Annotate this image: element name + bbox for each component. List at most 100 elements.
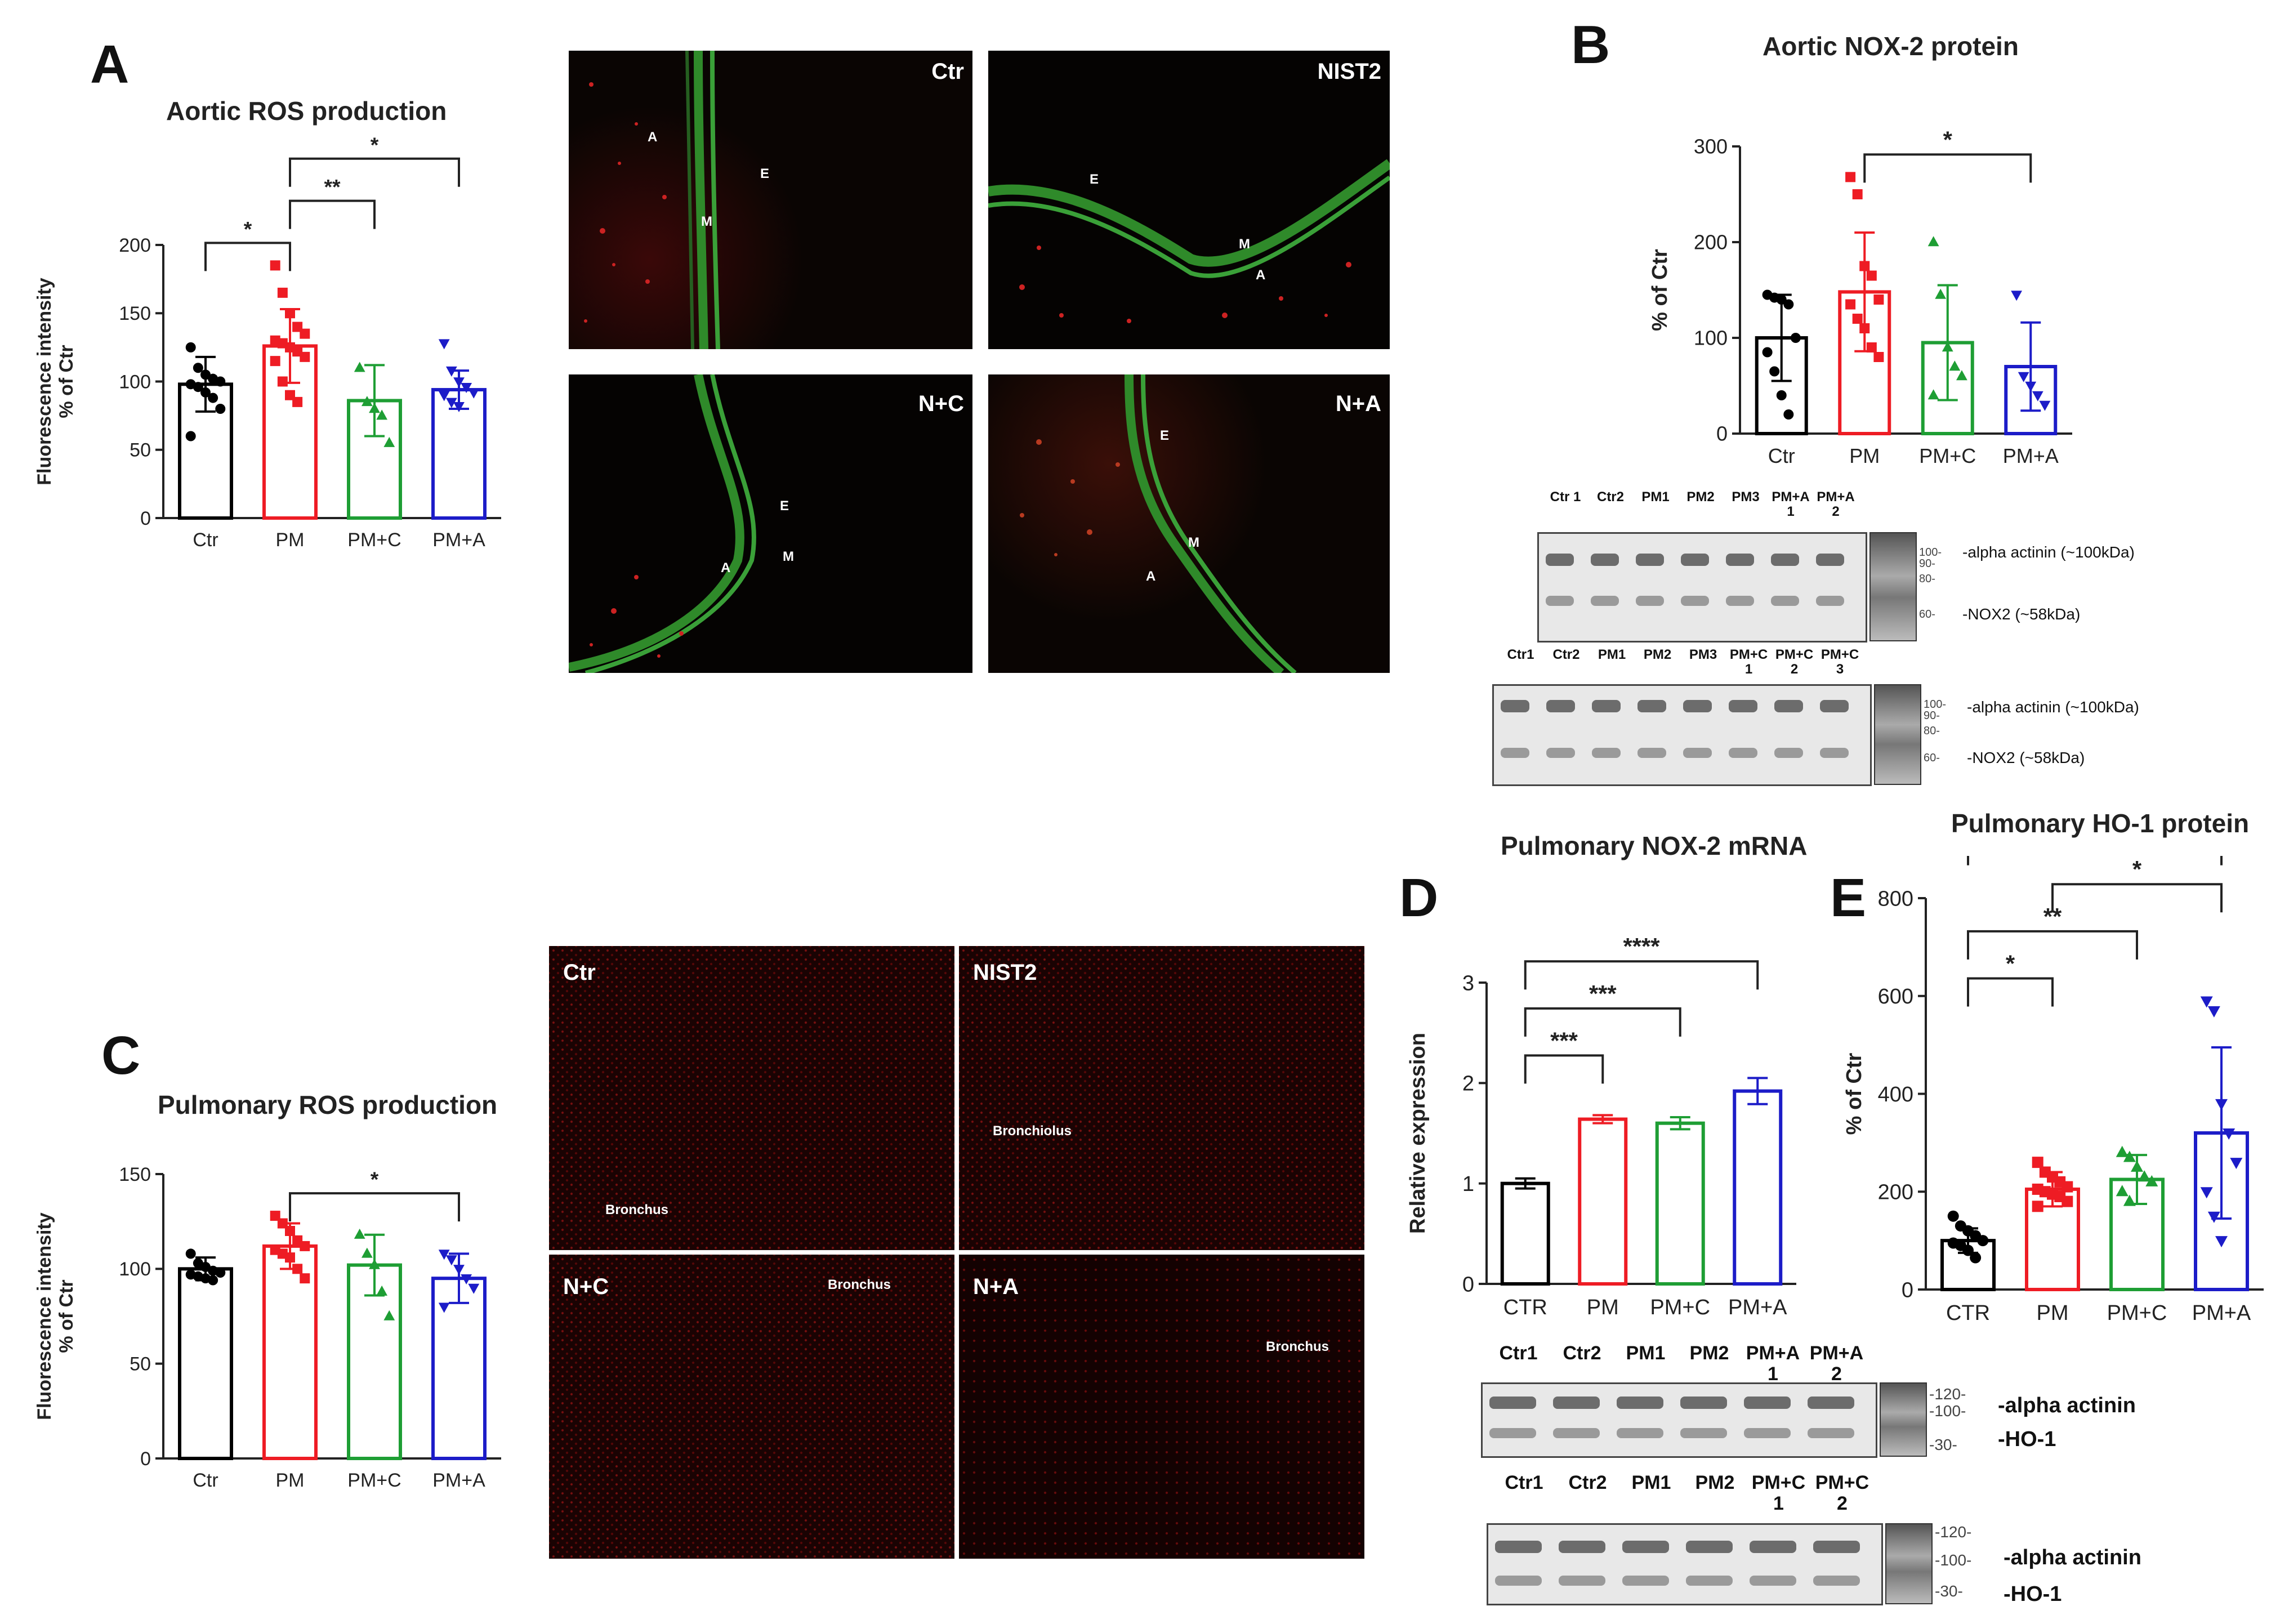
significance-bracket [204, 242, 291, 271]
blot-lane-label: Ctr1 [1507, 647, 1534, 662]
data-point [1962, 1244, 1974, 1256]
blot-lane-label: PM3 [1689, 647, 1717, 662]
significance-label: * [2006, 950, 2015, 976]
y-tick-label: 2 [1462, 1072, 1474, 1096]
blot-marker-label: 100- [1924, 698, 1947, 711]
micrograph-aortic-nc: N+C E M A [569, 374, 972, 673]
blot-lane-label: PM1 [1641, 489, 1670, 505]
y-tick-label: 150 [119, 1164, 151, 1185]
western-blot-b1: Ctr 1 Ctr2 PM1 PM2 PM3 PM+A 1 PM+A 2 100- 90- 80-… [1532, 489, 2258, 648]
x-tick-label: PM+C [347, 1470, 401, 1491]
blot-membrane [1487, 1523, 1883, 1605]
data-point [1845, 172, 1856, 182]
micrograph-label: N+C [563, 1274, 609, 1299]
data-point [270, 260, 280, 271]
data-point [354, 1228, 365, 1239]
data-point [277, 376, 288, 387]
blot-band-target [1820, 748, 1849, 758]
data-point [193, 382, 203, 392]
y-axis-label: % of Ctr [1842, 1052, 1866, 1135]
micrograph-aortic-ctr: Ctr A E M [569, 51, 972, 349]
data-point [285, 1226, 295, 1236]
panel-letter-c: C [101, 1025, 141, 1086]
data-point [300, 1273, 310, 1284]
blot-lane-label: PM+C 3 [1821, 647, 1859, 677]
blot-lane-label: PM1 [1598, 647, 1626, 662]
blot-band-target [1771, 596, 1799, 606]
annotation-a: A [1256, 267, 1266, 283]
micrograph-label: Ctr [563, 960, 596, 985]
data-point [2215, 1236, 2228, 1248]
data-point [461, 383, 472, 393]
significance-bracket [1967, 930, 2138, 960]
y-tick-label: 0 [1716, 422, 1728, 445]
x-tick-label: Ctr [193, 529, 218, 551]
blot-band-alpha-actinin [1546, 700, 1575, 712]
data-point [438, 391, 450, 401]
x-tick-label: PM [2037, 1301, 2069, 1325]
blot-lane-label: PM+A 2 [1809, 1342, 1864, 1385]
data-point [300, 328, 310, 339]
blot-band-alpha-actinin [1750, 1541, 1796, 1553]
blot-marker-label: 60- [1919, 608, 1935, 621]
data-point [2018, 372, 2029, 382]
data-point [1927, 236, 1939, 247]
y-tick-label: 400 [1878, 1083, 1913, 1107]
blot-band-alpha-actinin [1559, 1541, 1605, 1553]
blot-band-alpha-actinin [1744, 1397, 1791, 1409]
blot-band-alpha-actinin [1636, 554, 1664, 566]
data-point [383, 1310, 395, 1320]
blot-band-alpha-actinin [1816, 554, 1844, 566]
micrograph-label: N+A [973, 1274, 1019, 1299]
annotation-e: E [1160, 428, 1170, 443]
blot-band-target [1637, 748, 1666, 758]
data-point [1852, 314, 1863, 324]
blot-band-alpha-actinin [1489, 1397, 1536, 1409]
annotation-bronchiolus: Bronchiolus [993, 1123, 1072, 1139]
x-tick-label: PM+A [432, 1470, 485, 1491]
blot-marker-label: 80- [1924, 725, 1940, 737]
data-point [185, 431, 196, 441]
blot-band-alpha-actinin [1813, 1541, 1860, 1553]
blot-lane-label: Ctr2 [1596, 489, 1624, 505]
blot-membrane [1537, 532, 1867, 643]
annotation-m: M [783, 549, 794, 564]
blot-band-target [1636, 596, 1664, 606]
y-tick-label: 800 [1878, 887, 1913, 911]
data-point [1776, 390, 1787, 400]
micrograph-label: Ctr [931, 59, 964, 84]
bar [178, 1267, 233, 1460]
blot-lane-label: PM+C 1 [1751, 1472, 1806, 1515]
chart-title-a: Aortic ROS production [166, 96, 447, 126]
data-point [438, 339, 450, 350]
blot-lane-label: PM2 [1695, 1472, 1735, 1493]
blot-band-label: -alpha actinin [1998, 1394, 2136, 1417]
data-point [438, 1302, 450, 1313]
data-point [1949, 360, 1961, 371]
data-point [2116, 1145, 2129, 1157]
blot-band-alpha-actinin [1501, 700, 1529, 712]
blot-ladder [1869, 532, 1917, 641]
data-point [2230, 1158, 2243, 1170]
western-blot-e2: Ctr1 Ctr2 PM1 PM2 PM+C 1 PM+C 2 -120- -100- -30-… [1481, 1472, 2286, 1619]
blot-lane-label: PM+C 2 [1815, 1472, 1869, 1515]
blot-ladder [1880, 1382, 1927, 1457]
blot-lane-label: PM+C 1 [1729, 647, 1768, 677]
x-tick-label: CTR [1503, 1296, 1547, 1319]
blot-band-label: -HO-1 [1998, 1427, 2056, 1451]
micrograph-label: NIST2 [973, 960, 1037, 985]
significance-bracket [1967, 977, 2054, 1007]
chart-title-d: Pulmonary NOX-2 mRNA [1501, 831, 1808, 860]
blot-lane-label: PM2 [1686, 489, 1715, 505]
micrograph-aortic-nist2: NIST2 E M A [988, 51, 1390, 349]
bar [1838, 290, 1891, 435]
chart-aortic-ros: 0 50 100 150 200 Fluorescence intensity% of C… [34, 135, 501, 551]
annotation-e: E [760, 166, 770, 181]
blot-ladder [1885, 1523, 1933, 1604]
y-tick-label: 200 [1878, 1181, 1913, 1204]
significance-bracket [1524, 1007, 1681, 1037]
blot-lane-label: Ctr1 [1499, 1342, 1538, 1364]
data-point [1859, 323, 1870, 333]
x-tick-label: PM+C [347, 529, 401, 551]
